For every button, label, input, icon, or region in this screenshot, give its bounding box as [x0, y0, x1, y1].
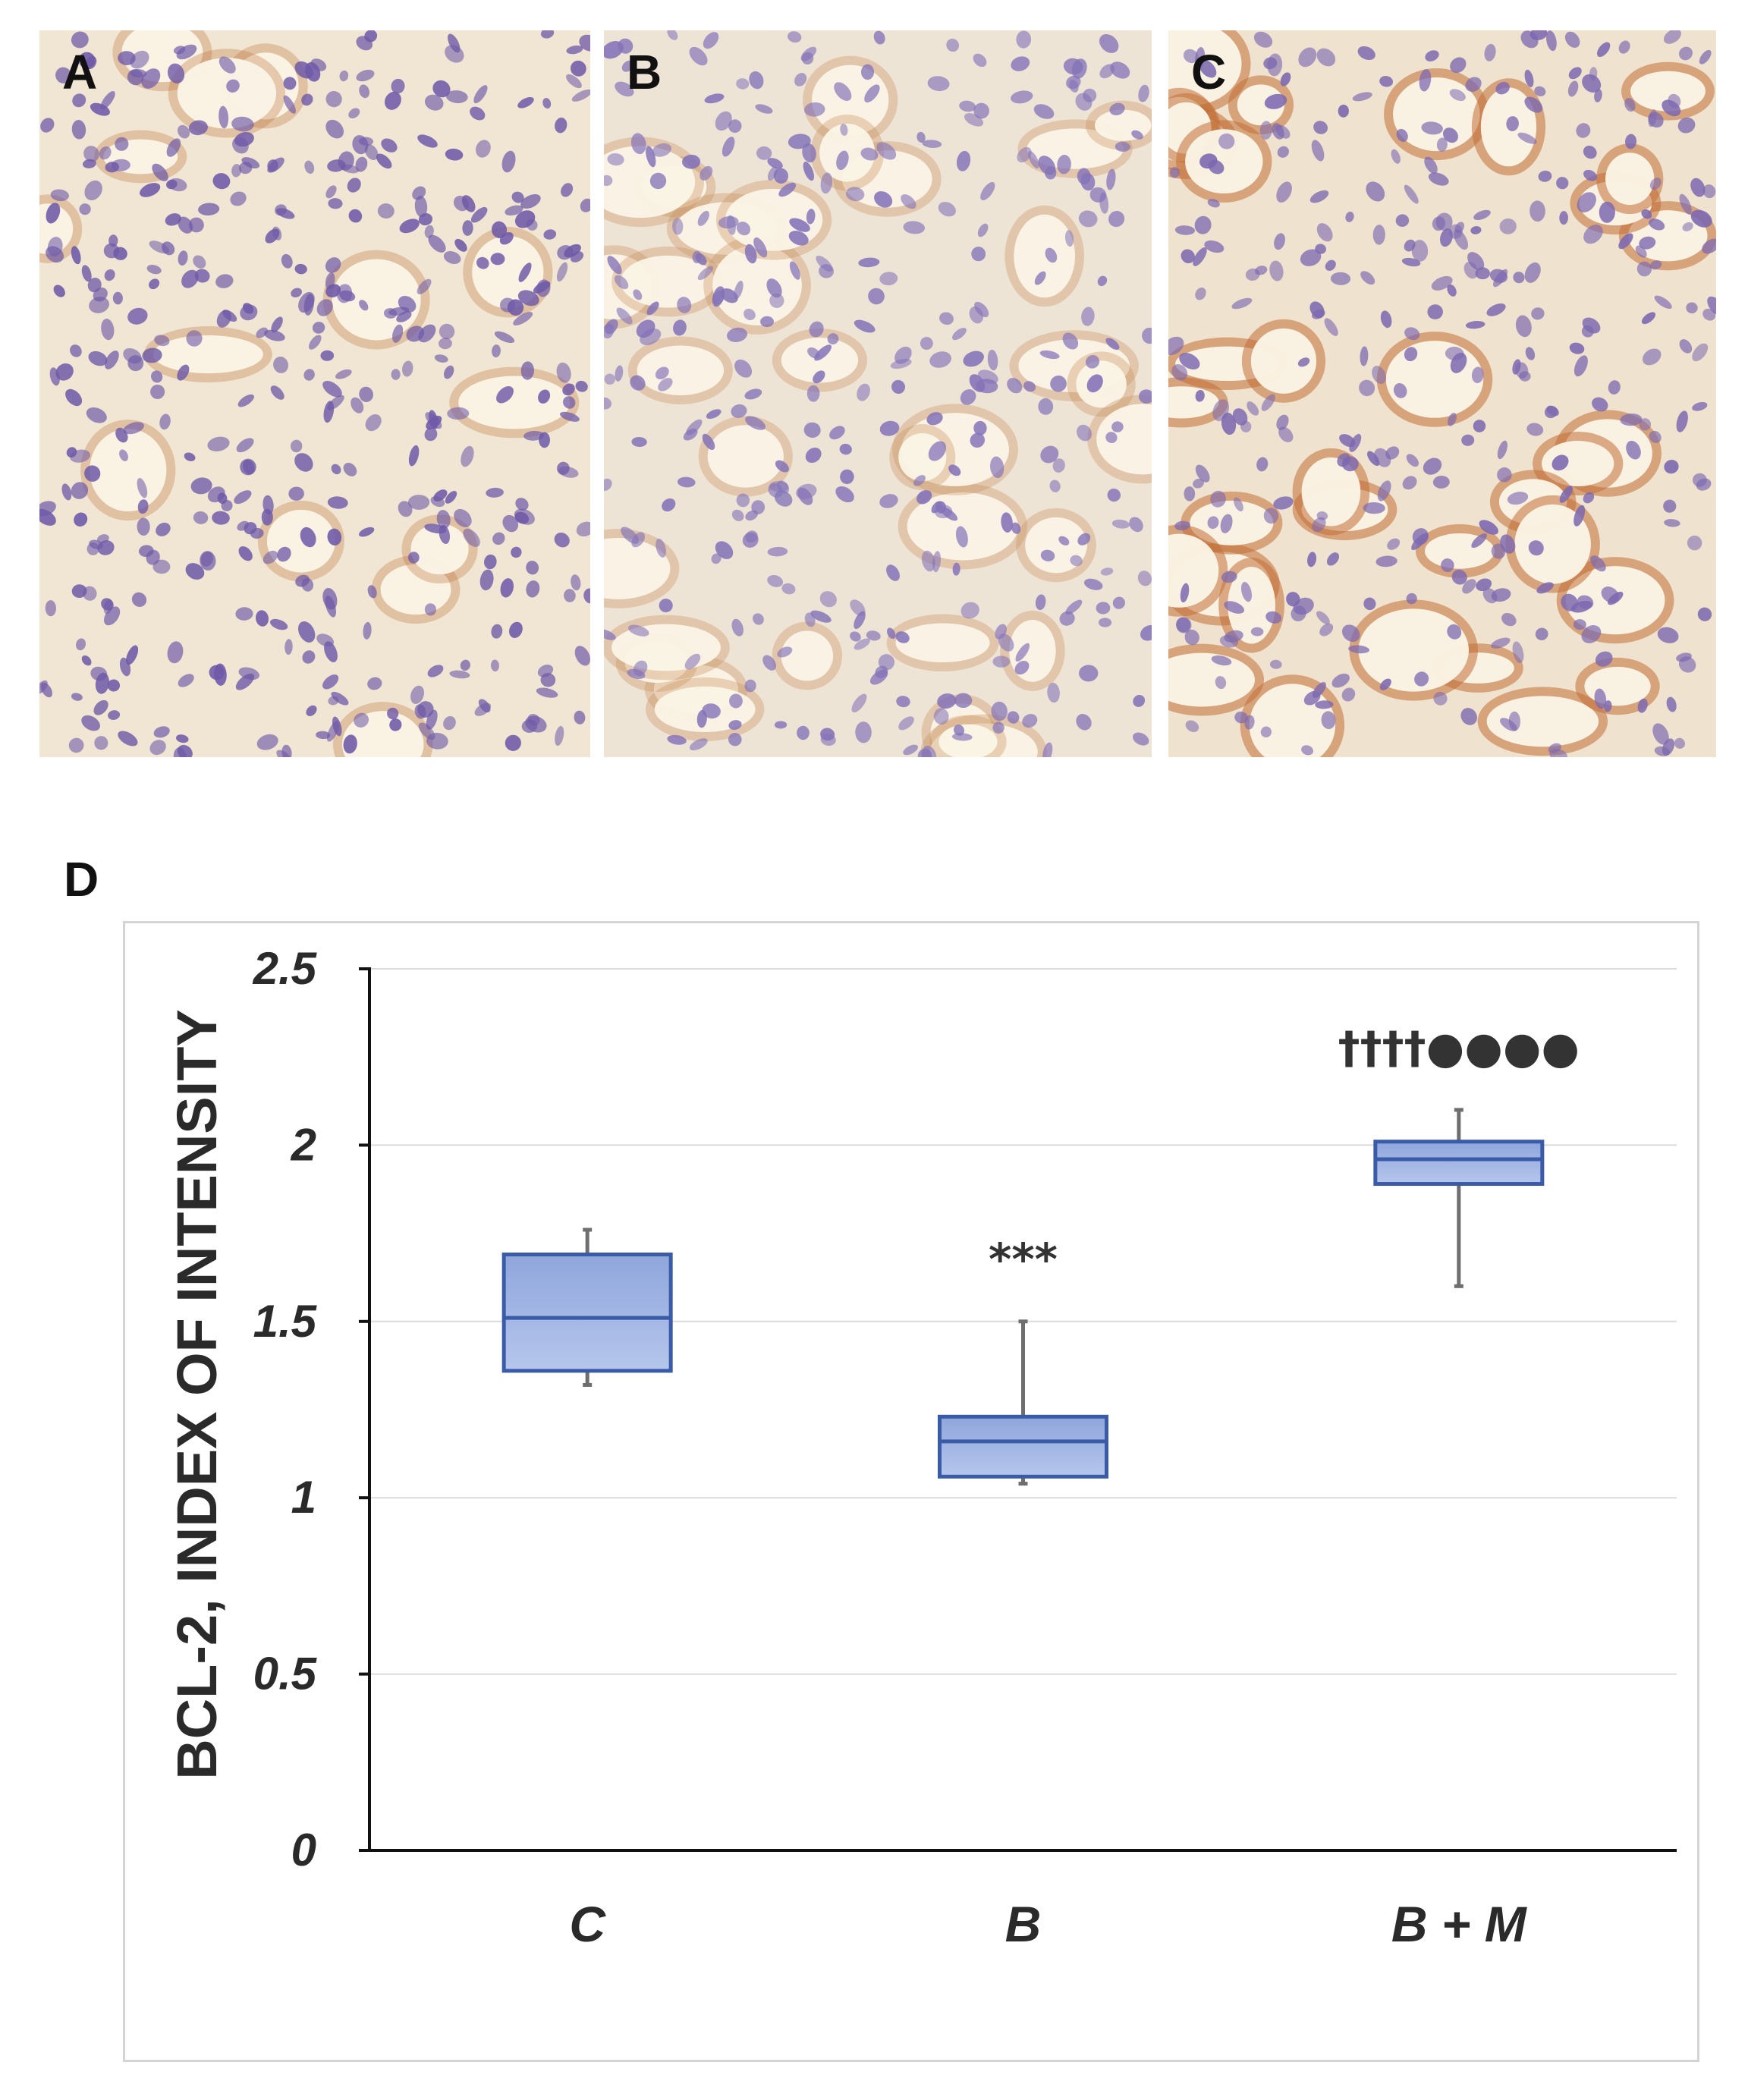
x-category-label: C	[569, 1896, 606, 1952]
x-category-label: B + M	[1391, 1896, 1528, 1952]
micrograph-panel-c: C	[1168, 30, 1716, 757]
panel-label-b: B	[627, 45, 662, 99]
box-b: ***	[938, 1234, 1108, 1486]
micrograph-image-a	[39, 30, 590, 757]
y-axis-title: BCL-2, INDEX OF INTENSITY	[165, 1009, 228, 1780]
box-iqr	[1373, 1140, 1545, 1187]
box-plot-chart: *** ††††●●●● 0 0.5 1 1.5 2 2.5 BCL-2, INDEX OF …	[165, 943, 1677, 1952]
micrograph-panel-a: A	[39, 30, 590, 757]
y-tick-label: 0	[291, 1825, 316, 1875]
micrograph-panel-b: B	[604, 30, 1152, 757]
significance-annotation: ***	[989, 1234, 1058, 1285]
box-c	[501, 1228, 673, 1387]
box-b-m: ††††●●●●	[1338, 1022, 1580, 1288]
panel-label-d: D	[64, 852, 99, 907]
y-tick-label: 2	[291, 1119, 316, 1170]
y-tick-label: 1	[291, 1472, 316, 1523]
box-iqr	[938, 1414, 1108, 1479]
box-iqr	[501, 1252, 673, 1373]
y-tick-label: 0.5	[253, 1649, 318, 1699]
y-tick-label: 2.5	[253, 943, 318, 994]
y-tick-label: 1.5	[253, 1296, 318, 1347]
micrograph-image-b	[604, 30, 1152, 757]
axes	[359, 967, 1677, 1852]
panel-label-a: A	[62, 45, 98, 99]
x-category-label: B	[1005, 1896, 1042, 1952]
boxes: *** ††††●●●●	[501, 1022, 1580, 1486]
panel-label-c: C	[1191, 45, 1227, 99]
micrograph-image-c	[1168, 30, 1716, 757]
chart-frame: *** ††††●●●● 0 0.5 1 1.5 2 2.5 BCL-2, INDEX OF …	[123, 921, 1699, 2062]
axis-labels: 0 0.5 1 1.5 2 2.5 BCL-2, INDEX OF INTENSITY C B B…	[165, 943, 1528, 1952]
significance-annotation: ††††●●●●	[1338, 1022, 1580, 1074]
